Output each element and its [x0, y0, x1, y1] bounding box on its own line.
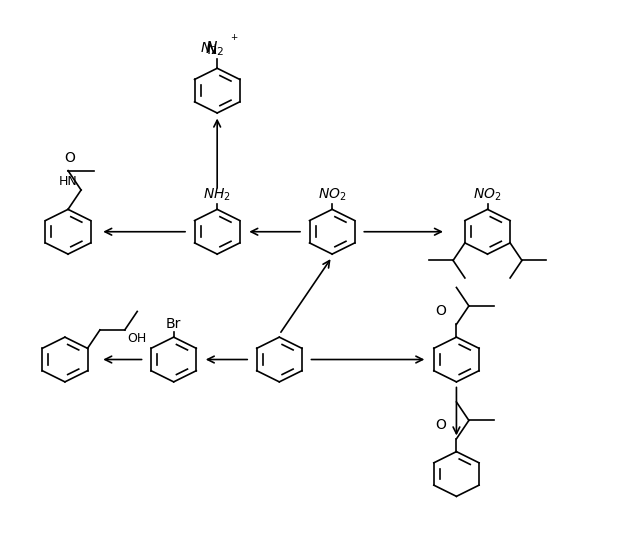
Text: OH: OH — [127, 332, 147, 345]
Text: O: O — [436, 419, 446, 433]
Text: $NO_2$: $NO_2$ — [318, 187, 346, 203]
Text: Br: Br — [166, 317, 181, 331]
Text: $N_2$: $N_2$ — [204, 39, 224, 58]
Text: O: O — [436, 304, 446, 318]
Text: HN: HN — [59, 175, 78, 188]
Text: O: O — [64, 151, 75, 165]
Text: $^+$: $^+$ — [229, 34, 240, 47]
Text: $NH_2$: $NH_2$ — [203, 187, 231, 203]
Text: $N_2$: $N_2$ — [199, 40, 217, 56]
Text: $NO_2$: $NO_2$ — [473, 187, 502, 203]
Text: N: N — [207, 43, 217, 56]
